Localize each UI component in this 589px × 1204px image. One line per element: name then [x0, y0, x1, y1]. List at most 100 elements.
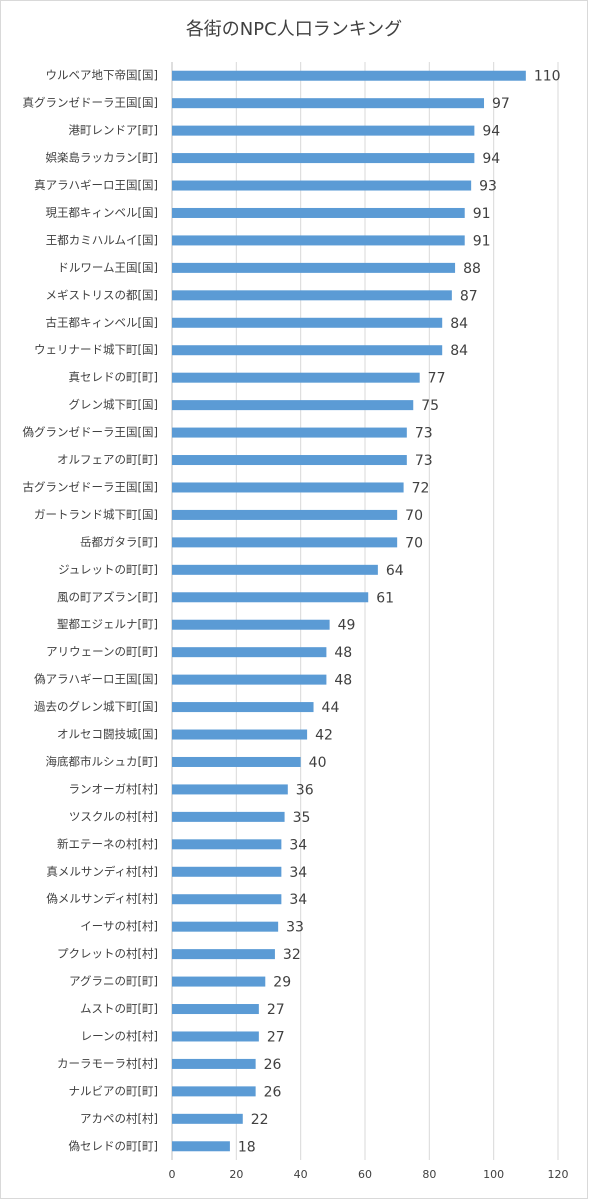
- data-label: 73: [415, 453, 433, 469]
- data-label: 34: [289, 865, 307, 881]
- data-label: 64: [386, 563, 404, 579]
- data-label: 84: [450, 316, 468, 332]
- y-tick-label: プクレットの村[村]: [57, 947, 158, 961]
- bar: [172, 262, 456, 273]
- data-label: 61: [376, 590, 394, 606]
- bar: [172, 509, 398, 520]
- bar: [172, 180, 472, 191]
- data-label: 77: [428, 371, 446, 387]
- y-tick-label: 過去のグレン城下町[国]: [34, 700, 158, 714]
- y-tick-label: ナルビアの町[町]: [69, 1084, 158, 1098]
- y-tick-label: ツスクルの村[村]: [69, 809, 158, 823]
- x-tick-label: 100: [483, 1168, 504, 1181]
- data-label: 73: [415, 426, 433, 442]
- y-tick-label: 偽グランゼドーラ王国[国]: [23, 425, 158, 439]
- data-label: 87: [460, 288, 478, 304]
- data-label: 48: [334, 645, 352, 661]
- y-tick-label: 港町レンドア[町]: [69, 123, 158, 137]
- y-tick-label: 古王都キィンベル[国]: [46, 315, 158, 329]
- bar: [172, 976, 266, 987]
- bar: [172, 811, 285, 822]
- data-label: 26: [264, 1057, 282, 1073]
- x-tick-label: 60: [358, 1168, 372, 1181]
- bar: [172, 1031, 259, 1042]
- data-label: 32: [283, 947, 301, 963]
- data-label: 34: [289, 892, 307, 908]
- bar: [172, 866, 282, 877]
- data-label: 84: [450, 343, 468, 359]
- bar: [172, 372, 420, 383]
- data-label: 22: [251, 1112, 269, 1128]
- x-tick-label: 80: [422, 1168, 436, 1181]
- y-tick-label: メギストリスの都[国]: [46, 288, 158, 302]
- data-label: 94: [482, 124, 500, 140]
- data-label: 91: [473, 233, 491, 249]
- y-tick-label: 偽セレドの町[町]: [69, 1139, 158, 1153]
- data-label: 26: [264, 1084, 282, 1100]
- y-tick-label: アグラニの町[町]: [69, 974, 158, 988]
- bar: [172, 619, 330, 630]
- y-tick-label: 真アラハギーロ王国[国]: [34, 178, 158, 192]
- y-tick-label: 海底都市ルシュカ[町]: [46, 754, 158, 768]
- bar: [172, 98, 485, 109]
- y-tick-label: 古グランゼドーラ王国[国]: [23, 480, 158, 494]
- bar: [172, 400, 414, 411]
- bar: [172, 537, 398, 548]
- bar: [172, 894, 282, 905]
- x-tick-label: 20: [229, 1168, 243, 1181]
- y-tick-label: 娯楽島ラッカラン[町]: [46, 151, 158, 165]
- y-tick-label: ジュレットの町[町]: [58, 562, 158, 576]
- bar: [172, 921, 279, 932]
- bar: [172, 207, 465, 218]
- bar: [172, 455, 407, 466]
- y-tick-label: レーンの村[村]: [81, 1029, 158, 1043]
- bar: [172, 317, 443, 328]
- data-label: 40: [309, 755, 327, 771]
- y-tick-label: 王都カミハルムイ[国]: [46, 233, 158, 247]
- y-tick-label: オルフェアの町[町]: [57, 453, 158, 467]
- data-label: 44: [322, 700, 340, 716]
- data-label: 110: [534, 69, 561, 85]
- y-tick-label: カーラモーラ村[村]: [57, 1056, 158, 1070]
- data-label: 42: [315, 728, 333, 744]
- data-label: 97: [492, 96, 510, 112]
- bar: [172, 1058, 256, 1069]
- bar: [172, 1113, 243, 1124]
- y-tick-label: 新エテーネの村[村]: [57, 837, 158, 851]
- chart-title: 各街のNPC人口ランキング: [186, 19, 402, 40]
- y-tick-label: ランオーガ村[村]: [69, 782, 158, 796]
- x-tick-label: 120: [548, 1168, 569, 1181]
- bar: [172, 592, 369, 603]
- bar: [172, 839, 282, 850]
- y-tick-label: アカペの村[村]: [80, 1111, 158, 1125]
- bar: [172, 784, 288, 795]
- data-label: 72: [412, 480, 430, 496]
- y-tick-label: 現王都キィンベル[国]: [46, 205, 158, 219]
- bar: [172, 125, 475, 136]
- bar: [172, 235, 465, 246]
- y-tick-label: オルセコ闘技城[国]: [57, 727, 158, 741]
- data-label: 33: [286, 920, 304, 936]
- data-label: 34: [289, 837, 307, 853]
- y-tick-label: ウルベア地下帝国[国]: [46, 68, 158, 82]
- y-tick-label: 真セレドの町[町]: [69, 370, 158, 384]
- data-label: 36: [296, 782, 314, 798]
- bar: [172, 345, 443, 356]
- y-tick-label: ムストの町[町]: [80, 1002, 158, 1016]
- bar: [172, 564, 378, 575]
- bar: [172, 70, 526, 81]
- bar: [172, 1086, 256, 1097]
- y-tick-label: グレン城下町[国]: [69, 398, 158, 412]
- bar: [172, 290, 452, 301]
- bar: [172, 702, 314, 713]
- y-tick-label: ウェリナード城下町[国]: [34, 343, 158, 357]
- y-tick-label: 風の町アズラン[町]: [57, 590, 158, 604]
- data-label: 48: [334, 673, 352, 689]
- y-tick-label: ドルワーム王国[国]: [57, 260, 158, 274]
- y-tick-label: ガートランド城下町[国]: [34, 507, 158, 521]
- y-tick-label: アリウェーンの町[町]: [46, 645, 158, 659]
- data-label: 75: [421, 398, 439, 414]
- data-label: 94: [482, 151, 500, 167]
- data-label: 35: [293, 810, 311, 826]
